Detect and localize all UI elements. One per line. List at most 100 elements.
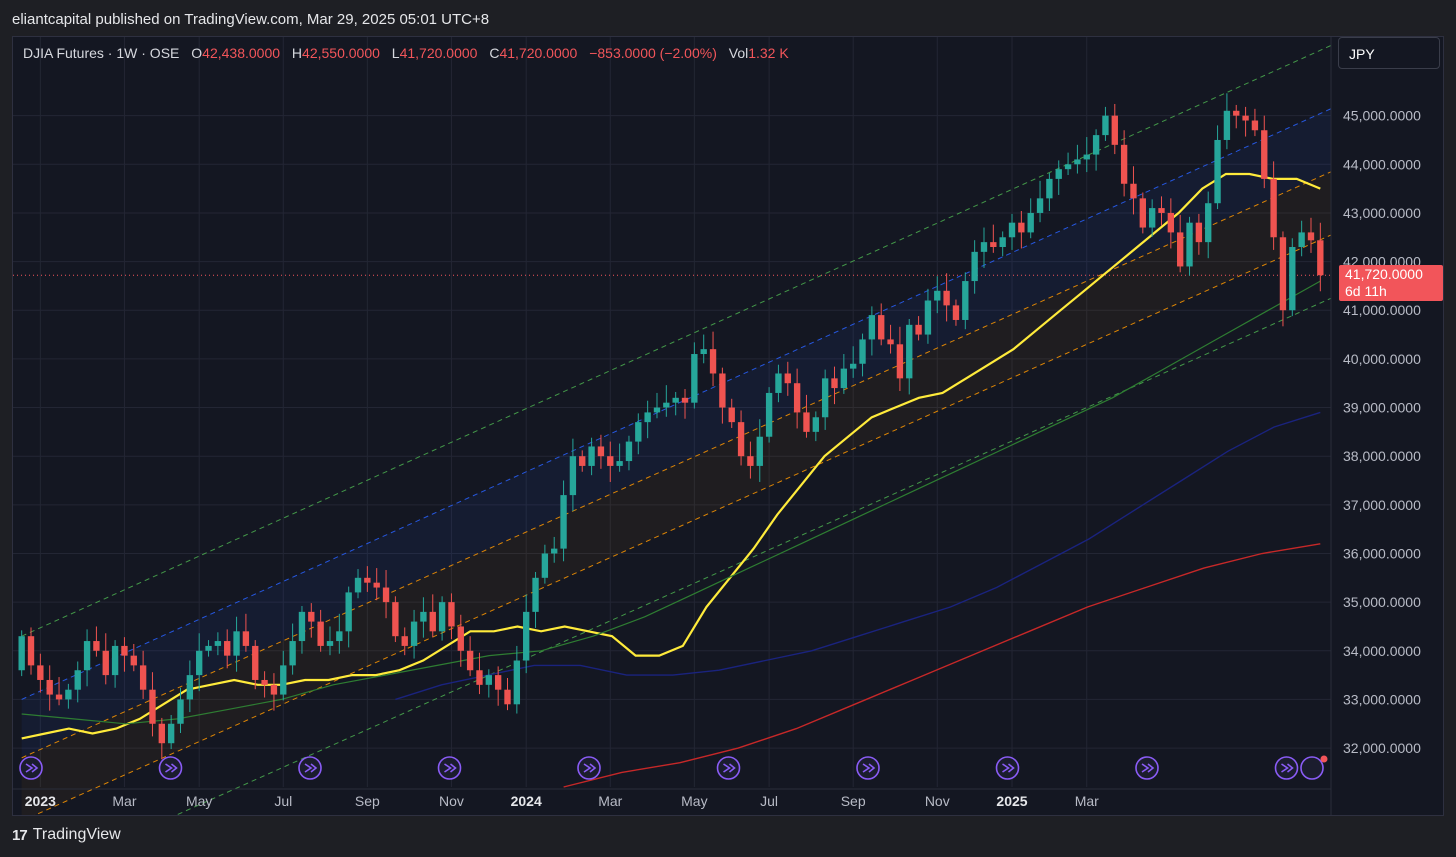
- candle-body: [990, 242, 997, 247]
- candle-body: [812, 417, 819, 432]
- candle-body: [728, 407, 735, 423]
- candle-body: [962, 281, 969, 320]
- x-tick-label: Sep: [355, 793, 380, 809]
- candle-body: [532, 577, 539, 612]
- candle-body: [280, 665, 287, 695]
- ma-slow-blue-line: [395, 411, 1321, 701]
- candle-body: [1120, 144, 1128, 184]
- candle-body: [653, 407, 661, 413]
- candle-body: [1167, 212, 1175, 233]
- x-tick-label: Sep: [841, 793, 866, 809]
- chart-panel[interactable]: 32,000.0000 33,000.0000 34,000.0000 35,000.…: [12, 36, 1444, 816]
- tradingview-footer[interactable]: 17 TradingView: [12, 826, 121, 844]
- candle-body: [65, 689, 72, 700]
- channel-line-mid-upper: [21, 86, 1381, 700]
- x-tick-label: Mar: [112, 793, 136, 809]
- candle-body: [709, 349, 717, 374]
- candle-body: [915, 324, 922, 335]
- candle-body: [513, 660, 521, 705]
- candle-body: [831, 378, 838, 389]
- event-arrow-icon: [1141, 763, 1155, 773]
- y-tick-label: 40,000.0000: [1343, 351, 1421, 367]
- candle-body: [167, 723, 175, 744]
- y-tick-label: 36,000.0000: [1343, 545, 1421, 561]
- candle-body: [569, 456, 577, 496]
- candle-body: [18, 636, 25, 671]
- candle-body: [1018, 222, 1025, 233]
- y-tick-label: 34,000.0000: [1343, 643, 1421, 659]
- candle-body: [139, 665, 147, 690]
- candle-body: [345, 592, 352, 632]
- candle-body: [597, 446, 605, 457]
- x-tick-label: Nov: [925, 793, 950, 809]
- candle-body: [1111, 115, 1118, 145]
- candle-body: [1307, 232, 1315, 241]
- candle-body: [130, 655, 137, 666]
- channel-band-center: [21, 149, 1381, 815]
- candle-body: [1261, 130, 1268, 179]
- change-value: −853.0000 (−2.00%): [589, 45, 717, 61]
- close-value: 41,720.0000: [499, 45, 578, 61]
- candle-body: [1036, 198, 1044, 213]
- candle-body: [793, 383, 801, 413]
- candle-body: [336, 631, 343, 642]
- y-tick-label: 39,000.0000: [1343, 400, 1421, 416]
- candle-body: [560, 495, 567, 549]
- published-line: eliantcapital published on TradingView.c…: [12, 11, 490, 28]
- candle-body: [934, 290, 941, 301]
- candle-body: [158, 723, 165, 744]
- candle-body: [382, 587, 390, 603]
- symbol-label[interactable]: DJIA Futures · 1W · OSE: [23, 45, 180, 61]
- ma-fast-line: [21, 172, 1321, 740]
- candle-body: [438, 602, 446, 632]
- candle-body: [466, 650, 474, 671]
- candle-body: [74, 670, 81, 690]
- notification-dot: [1320, 755, 1328, 763]
- ma-mid-line: [21, 280, 1321, 725]
- candle-body: [494, 675, 502, 690]
- tradingview-logo-icon: 17: [12, 826, 28, 844]
- candle-body: [214, 641, 222, 646]
- candle-body: [551, 548, 558, 554]
- event-arrow-icon: [1281, 763, 1294, 773]
- candle-body: [719, 373, 726, 408]
- tradingview-brand: TradingView: [32, 826, 121, 843]
- candle-body: [1130, 183, 1137, 199]
- vol-value: 1.32 K: [748, 45, 789, 61]
- candle-body: [326, 641, 334, 646]
- candle-body: [784, 373, 791, 384]
- candle-body: [681, 397, 689, 403]
- candle-body: [887, 339, 894, 345]
- candle-body: [1148, 208, 1156, 228]
- event-arrow-icon: [304, 763, 318, 773]
- x-tick-label: Mar: [1075, 793, 1099, 809]
- y-tick-label: 44,000.0000: [1343, 156, 1421, 172]
- candle-body: [1289, 247, 1296, 311]
- y-tick-label: 45,000.0000: [1343, 108, 1421, 124]
- candle-body: [205, 645, 212, 651]
- candle-body: [523, 611, 530, 661]
- candle-body: [1092, 135, 1100, 155]
- candle-body: [1298, 232, 1305, 247]
- y-tick-label: 41,000.0000: [1343, 302, 1421, 318]
- event-arrow-icon: [165, 763, 178, 773]
- y-tick-label: 38,000.0000: [1343, 448, 1421, 464]
- x-tick-label: 2025: [996, 793, 1027, 809]
- x-tick-label: May: [186, 793, 212, 809]
- ma-slowest-red-line: [563, 543, 1321, 788]
- low-value: 41,720.0000: [399, 45, 478, 61]
- candle-body: [448, 602, 455, 627]
- low-label: L: [391, 45, 400, 61]
- candle-body: [429, 611, 436, 632]
- high-value: 42,550.0000: [302, 45, 380, 61]
- candle-body: [102, 650, 109, 676]
- currency-selector[interactable]: JPY: [1338, 37, 1440, 69]
- y-tick-label: 37,000.0000: [1343, 497, 1421, 513]
- candle-body: [485, 675, 492, 685]
- high-label: H: [291, 45, 303, 61]
- candlestick-chart[interactable]: 32,000.0000 33,000.0000 34,000.0000 35,000.…: [13, 37, 1443, 815]
- candle-body: [504, 689, 511, 705]
- candle-body: [354, 577, 362, 593]
- candle-body: [289, 641, 296, 666]
- candle-body: [1214, 139, 1221, 204]
